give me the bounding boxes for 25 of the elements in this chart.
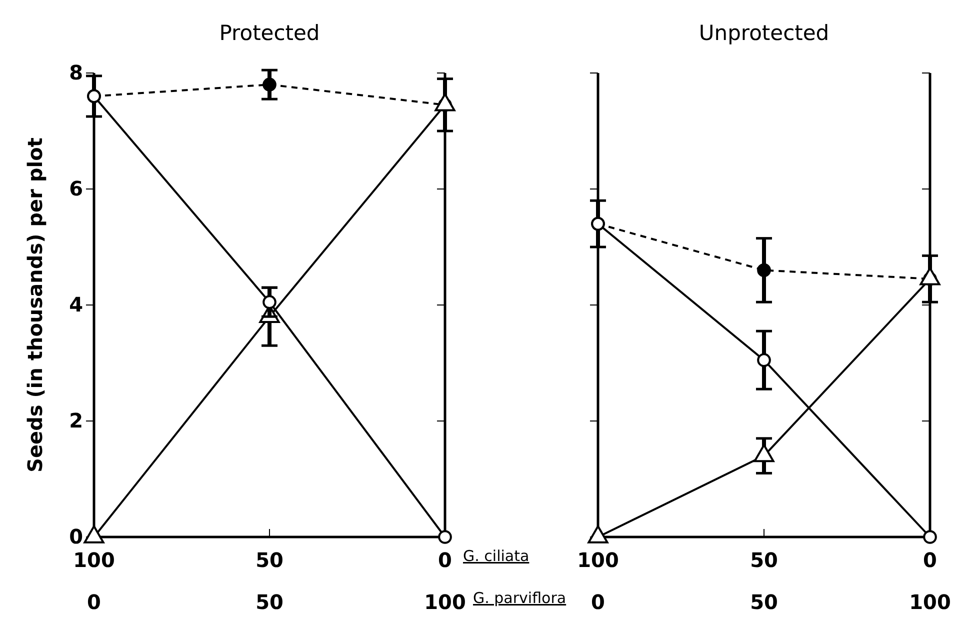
chart-title: Protected [219,21,320,45]
x2-tick-label: 50 [256,590,284,614]
y-tick-label: 4 [69,292,83,316]
y-axis-title: Seeds (in thousands) per plot [23,137,47,472]
y-tick-label: 6 [69,176,83,200]
y-tick-label: 0 [69,524,83,548]
point [757,263,771,278]
x-tick-label: 100 [73,548,115,572]
x-tick-label: 50 [750,548,778,572]
x-tick-label: 0 [923,548,937,572]
y-tick-label: 2 [69,408,83,432]
chart-title: Unprotected [698,21,830,45]
x2-axis-title: G. parviflora [473,589,566,607]
x2-tick-label: 100 [909,590,951,614]
x2-tick-label: 0 [591,590,605,614]
x-axis-title: G. ciliata [463,547,530,565]
y-tick-label: 8 [69,60,83,84]
x2-tick-label: 100 [424,590,466,614]
x-tick-label: 0 [438,548,452,572]
x-tick-label: 100 [577,548,619,572]
x-tick-label: 50 [256,548,284,572]
point [588,525,608,544]
x2-tick-label: 50 [750,590,778,614]
point [757,353,771,368]
x2-tick-label: 0 [87,590,101,614]
